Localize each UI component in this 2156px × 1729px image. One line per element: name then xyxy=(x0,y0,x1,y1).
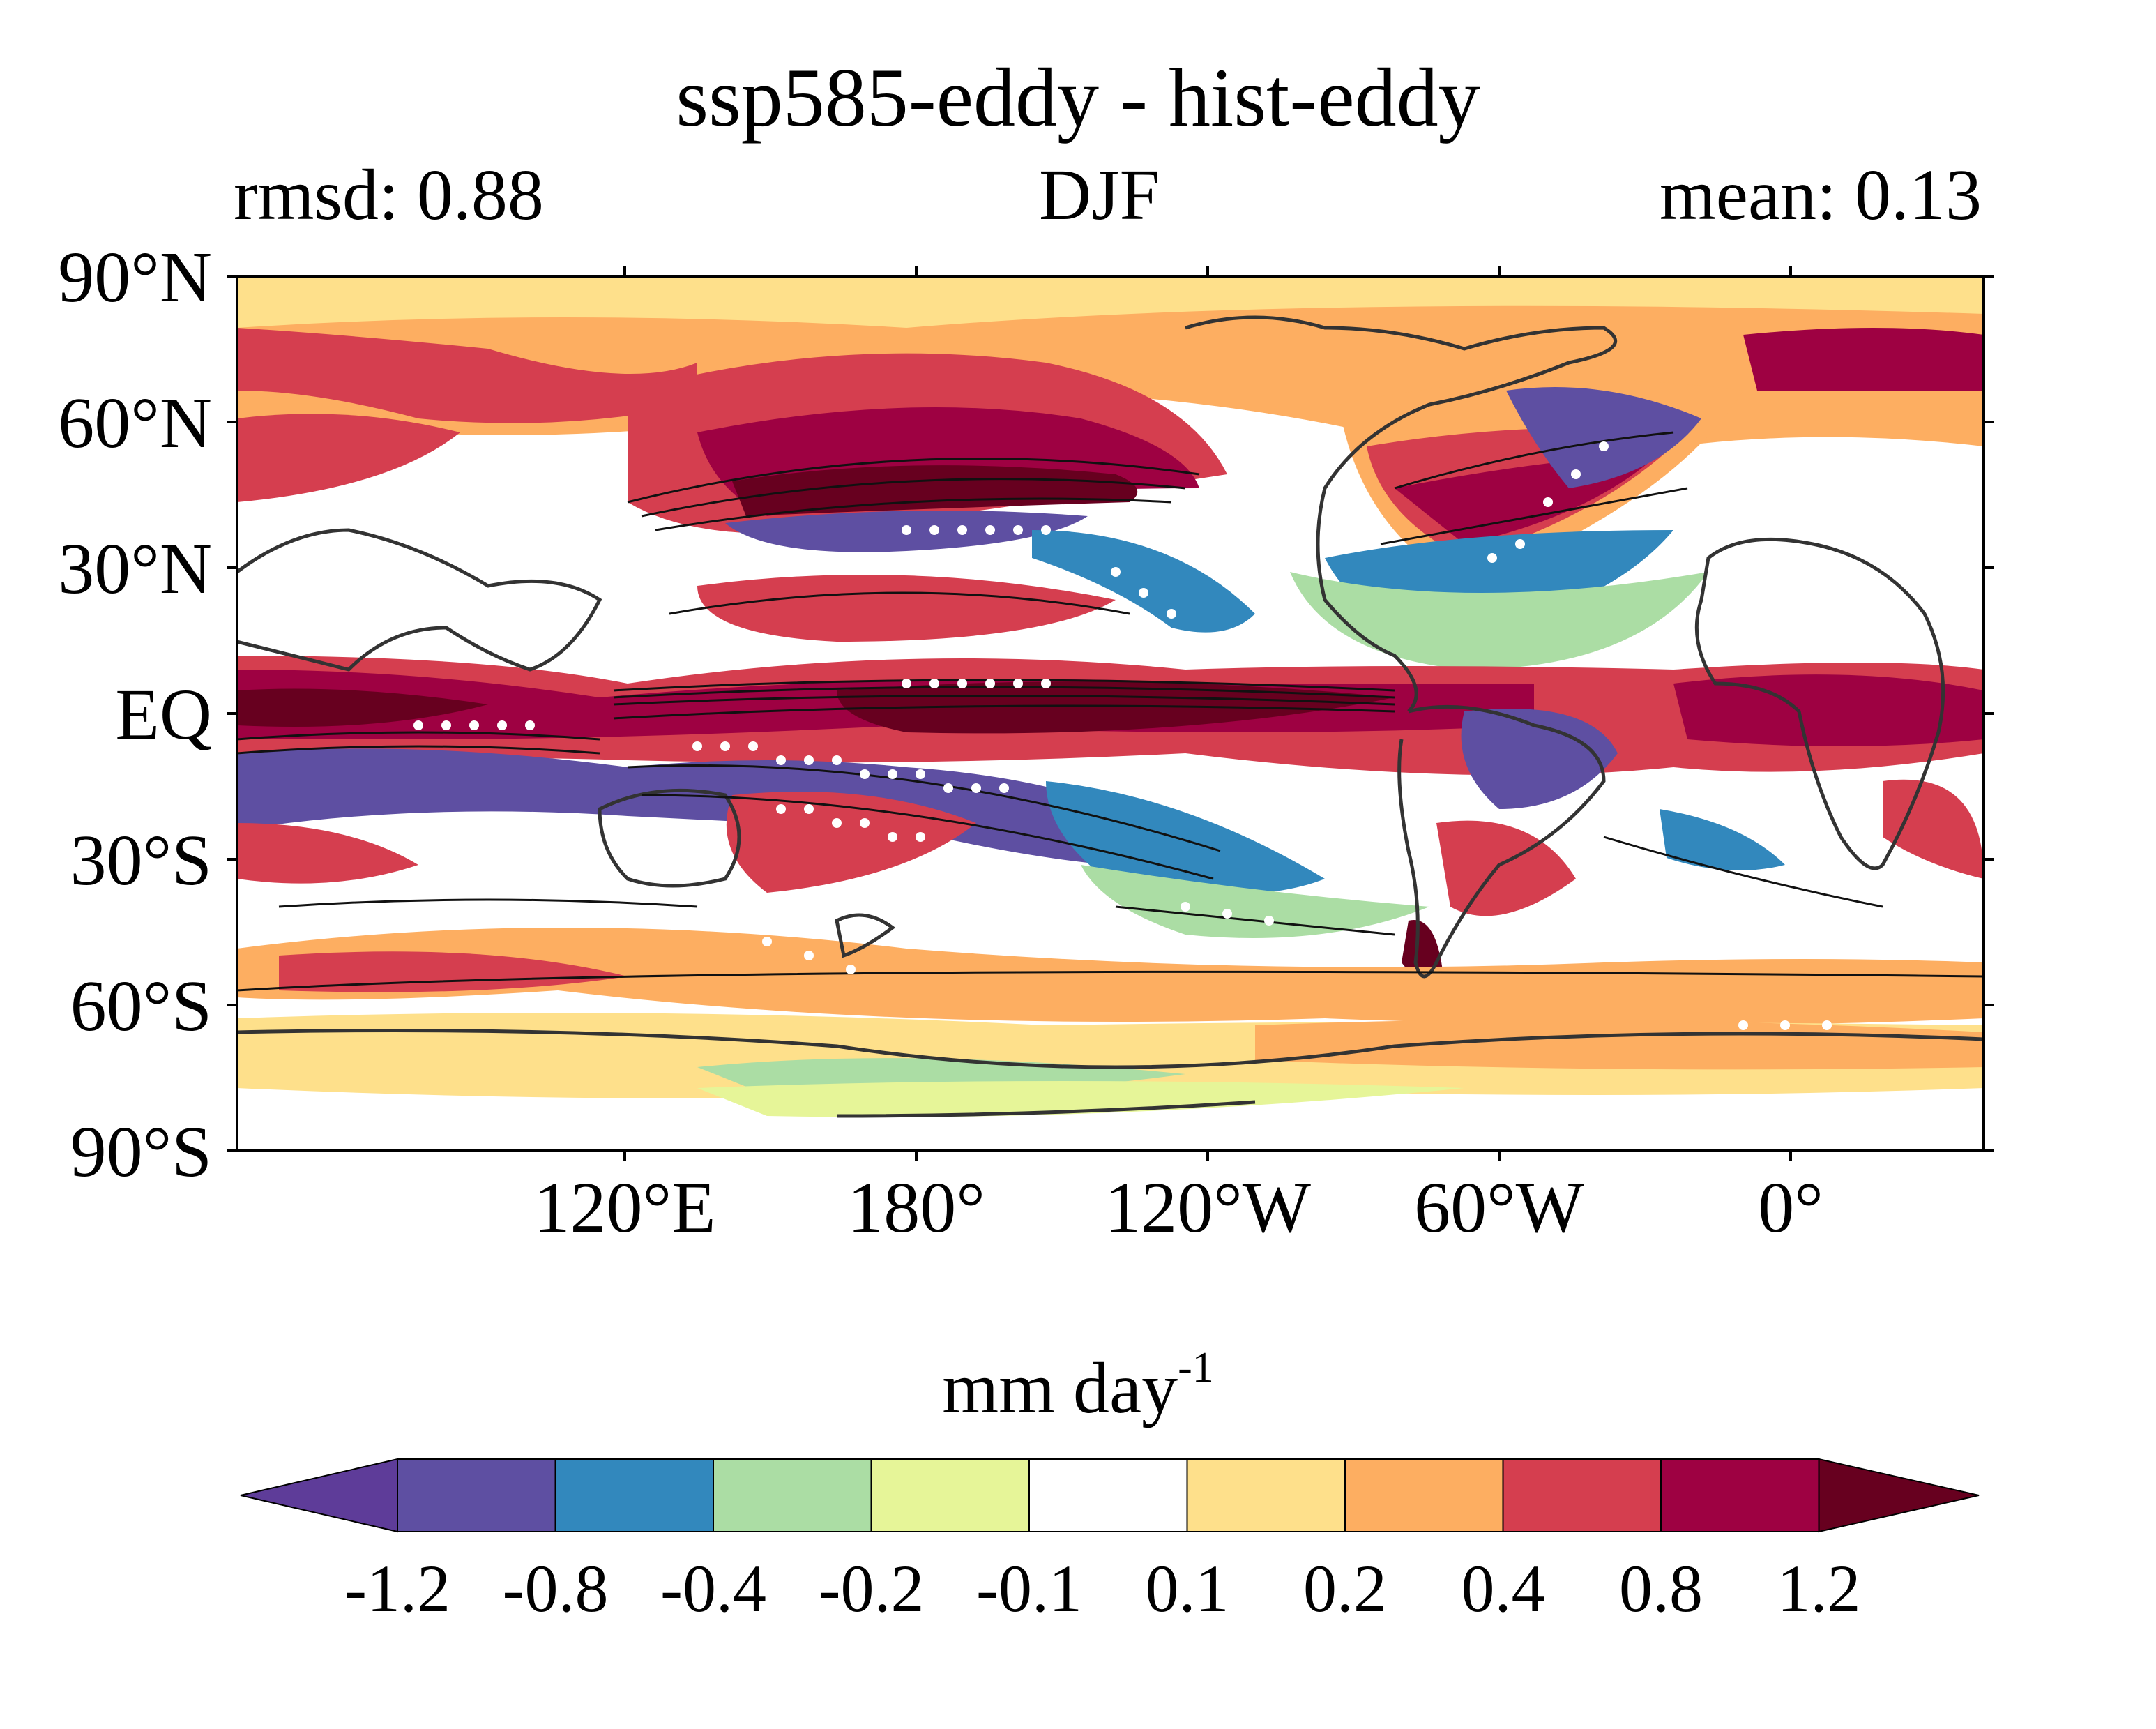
africa-south-red xyxy=(1883,779,1984,879)
eurasia-red xyxy=(237,414,460,502)
labsea-purple xyxy=(1506,387,1701,488)
samerica-purple xyxy=(1461,709,1618,809)
colorbar-segment xyxy=(870,1458,1030,1532)
contour-lines xyxy=(237,431,1984,992)
spac-blue xyxy=(1046,781,1325,895)
ytick-label: 30°S xyxy=(70,820,212,900)
colorbar-segment xyxy=(554,1458,714,1532)
north-band-red xyxy=(237,328,697,423)
indian-ocean-deepred xyxy=(237,688,488,727)
colorbar-tick-label: -0.4 xyxy=(660,1551,766,1626)
colorbar-tick-label: -0.8 xyxy=(502,1551,609,1626)
ytick-label: 90°S xyxy=(70,1112,212,1192)
ytick-label: 90°N xyxy=(58,237,212,317)
npac-deepred xyxy=(732,465,1138,516)
colorbar-segment xyxy=(713,1458,872,1532)
season-label: DJF xyxy=(1039,155,1160,235)
units-main: mm day xyxy=(942,1348,1178,1428)
colorbar-segment xyxy=(397,1458,556,1532)
xtick-label: 60°W xyxy=(1414,1168,1584,1248)
southern-red xyxy=(279,951,628,992)
satl-blue xyxy=(1660,809,1785,870)
ytick-label: 60°S xyxy=(70,966,212,1046)
axis-ticks xyxy=(227,266,1994,1161)
natl-green xyxy=(1290,572,1708,670)
rmsd-label: rmsd: 0.88 xyxy=(234,155,544,235)
colorbar-segment xyxy=(1660,1458,1820,1532)
colorbar-segment xyxy=(1186,1458,1346,1532)
mean-label: mean: 0.13 xyxy=(1659,155,1982,235)
chart-title: ssp585-eddy - hist-eddy xyxy=(676,51,1480,144)
sio-red xyxy=(237,823,418,884)
coastlines xyxy=(237,315,1984,1118)
colorbar-extend-low xyxy=(240,1458,398,1533)
xtick-label: 120°E xyxy=(533,1168,716,1248)
npac-blue xyxy=(1032,530,1255,633)
southern-orange xyxy=(237,928,1984,1025)
colorbar-extend-high xyxy=(1818,1458,1980,1533)
colorbar-segment xyxy=(1344,1458,1504,1532)
colorbar-tick-label: -0.1 xyxy=(976,1551,1082,1626)
spcz-red xyxy=(726,792,976,893)
eq-pacific-deepred xyxy=(837,681,1395,734)
colorbar-tick-label: -0.2 xyxy=(818,1551,925,1626)
xtick-label: 0° xyxy=(1758,1168,1823,1248)
ytick-label: EQ xyxy=(115,674,212,755)
units-exponent: -1 xyxy=(1178,1344,1214,1391)
europe-red xyxy=(1743,328,1984,391)
colorbar-tick-label: 0.2 xyxy=(1303,1551,1387,1626)
npac-subtrop-red xyxy=(697,575,1116,642)
colorbar-tick-label: 0.8 xyxy=(1619,1551,1703,1626)
colorbar xyxy=(240,1458,1980,1533)
polar-yellow xyxy=(697,1081,1464,1117)
colorbar-tick-label: 0.4 xyxy=(1461,1551,1545,1626)
colorbar-tick-label: 1.2 xyxy=(1777,1551,1861,1626)
ytick-label: 30°N xyxy=(58,529,212,609)
colorbar-tick-label: -1.2 xyxy=(344,1551,450,1626)
atl-eq-darkred xyxy=(1673,674,1984,746)
antarctic-orange xyxy=(1255,1020,1984,1070)
colorbar-segment xyxy=(1028,1458,1188,1532)
xtick-label: 180° xyxy=(847,1168,985,1248)
xtick-label: 120°W xyxy=(1104,1168,1311,1248)
spac-green xyxy=(1081,865,1429,938)
colorbar-tick-label: 0.1 xyxy=(1145,1551,1229,1626)
significance-stipples xyxy=(413,441,1832,1030)
colorbar-units: mm day-1 xyxy=(0,1346,2156,1425)
colorbar-segment xyxy=(1502,1458,1662,1532)
precip-field xyxy=(237,276,1984,1151)
satl-red xyxy=(1436,820,1576,916)
ytick-label: 60°N xyxy=(58,383,212,463)
